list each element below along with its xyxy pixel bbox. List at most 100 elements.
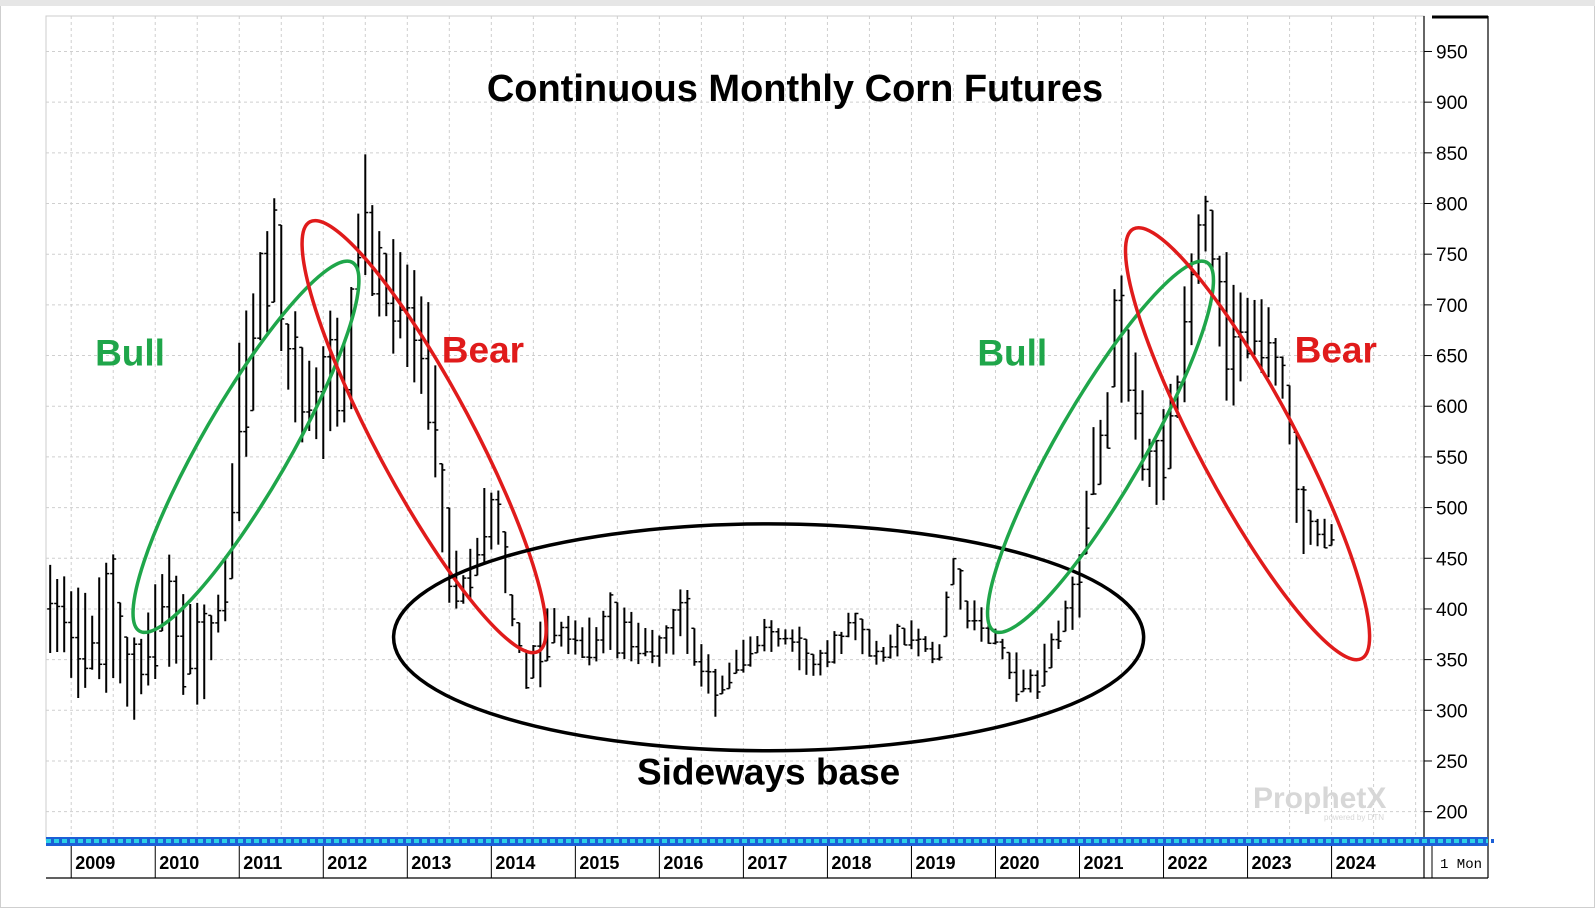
strip-tick — [699, 839, 702, 843]
price-bar — [488, 492, 495, 550]
strip-tick — [571, 839, 574, 843]
price-bar — [915, 628, 922, 657]
strip-tick — [1355, 839, 1358, 843]
x-tick-label: 2017 — [747, 853, 787, 873]
price-bar — [740, 639, 747, 673]
strip-tick — [179, 839, 182, 843]
strip-tick — [219, 839, 222, 843]
strip-tick — [667, 839, 670, 843]
strip-tick — [1267, 839, 1270, 843]
strip-tick — [267, 839, 270, 843]
price-bar — [691, 627, 698, 666]
price-bar — [1132, 352, 1139, 440]
strip-tick — [771, 839, 774, 843]
strip-tick — [123, 839, 126, 843]
strip-tick — [683, 839, 686, 843]
price-bar — [768, 620, 775, 652]
strip-tick — [1235, 839, 1238, 843]
strip-tick — [1067, 839, 1070, 843]
strip-tick — [419, 839, 422, 843]
strip-tick — [483, 839, 486, 843]
strip-tick — [371, 839, 374, 843]
strip-tick — [883, 839, 886, 843]
strip-tick — [843, 839, 846, 843]
price-bar — [586, 617, 593, 666]
strip-tick — [1435, 839, 1438, 843]
strip-tick — [427, 839, 430, 843]
strip-tick — [827, 839, 830, 843]
price-bar — [845, 612, 852, 638]
trend-ellipses — [131, 218, 1372, 753]
price-bar — [1020, 669, 1027, 693]
price-bar — [866, 628, 873, 657]
base-label: Sideways base — [637, 751, 900, 792]
price-bar — [649, 629, 656, 664]
strip-tick — [1323, 839, 1326, 843]
strip-tick — [451, 839, 454, 843]
price-bar — [229, 463, 236, 580]
price-bar — [712, 668, 719, 717]
strip-tick — [83, 839, 86, 843]
strip-tick — [187, 839, 190, 843]
strip-tick — [1115, 839, 1118, 843]
period-label: 1 Mon — [1440, 857, 1482, 873]
price-bar — [1041, 643, 1048, 687]
strip-tick — [1219, 839, 1222, 843]
price-bar — [1265, 307, 1272, 378]
price-bar — [278, 224, 285, 351]
strip-tick — [1307, 839, 1310, 843]
y-tick-label: 550 — [1436, 448, 1468, 469]
price-bar — [859, 618, 866, 655]
price-bar — [138, 638, 145, 695]
y-tick-label: 850 — [1436, 144, 1468, 165]
strip-tick — [1475, 839, 1478, 843]
price-bar — [264, 231, 271, 333]
price-bar — [299, 346, 306, 443]
y-tick-label: 950 — [1436, 42, 1468, 63]
prophetx-logo: ProphetX powered by DTN — [1253, 782, 1386, 822]
strip-tick — [1043, 839, 1046, 843]
price-bar — [1202, 195, 1209, 252]
strip-tick — [619, 839, 622, 843]
strip-tick — [707, 839, 710, 843]
x-tick-label: 2023 — [1252, 853, 1292, 873]
bear-label: Bear — [442, 330, 524, 371]
price-bar — [565, 615, 572, 655]
price-bar — [929, 641, 936, 664]
strip-tick — [651, 839, 654, 843]
strip-tick — [243, 839, 246, 843]
strip-tick — [923, 839, 926, 843]
strip-tick — [211, 839, 214, 843]
price-bar — [166, 554, 173, 667]
strip-tick — [155, 839, 158, 843]
price-bar — [1258, 299, 1265, 374]
strip-tick — [1131, 839, 1134, 843]
strip-tick — [1059, 839, 1062, 843]
strip-tick — [491, 839, 494, 843]
strip-tick — [323, 839, 326, 843]
strip-tick — [851, 839, 854, 843]
price-bar — [1139, 390, 1146, 481]
watermark-brand: ProphetX — [1253, 782, 1386, 815]
strip-tick — [1243, 839, 1246, 843]
price-bar — [474, 537, 481, 577]
price-bar — [82, 592, 89, 688]
strip-tick — [547, 839, 550, 843]
price-bar — [656, 635, 663, 667]
x-tick-label: 2010 — [159, 853, 199, 873]
price-bars — [47, 154, 1335, 720]
price-bar — [117, 601, 124, 684]
price-bar — [348, 287, 355, 410]
price-bar — [124, 636, 131, 707]
bear-ellipse — [300, 218, 548, 655]
price-bar — [817, 649, 824, 676]
strip-tick — [1491, 839, 1494, 843]
price-bar — [1223, 252, 1230, 401]
price-bar — [838, 631, 845, 654]
strip-tick — [1139, 839, 1142, 843]
top-band — [0, 0, 1595, 6]
y-tick-label: 350 — [1436, 651, 1468, 672]
strip-tick — [307, 839, 310, 843]
strip-tick — [75, 839, 78, 843]
